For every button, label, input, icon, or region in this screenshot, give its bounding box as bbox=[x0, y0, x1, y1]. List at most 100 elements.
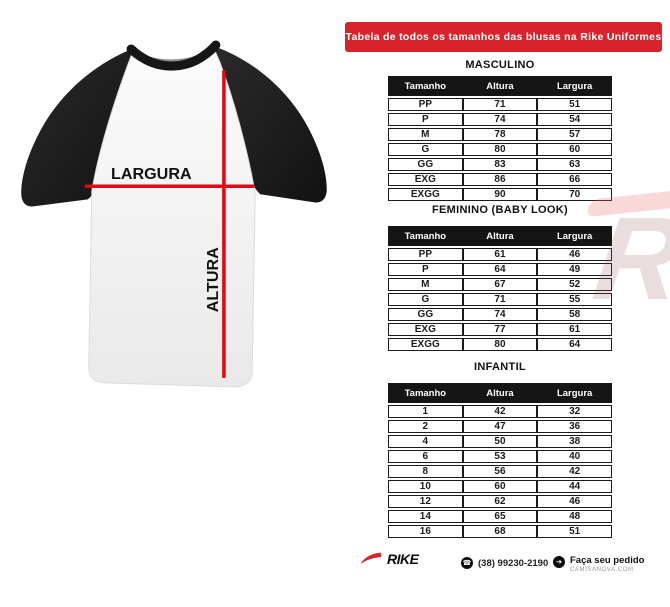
size-cell: 53 bbox=[462, 450, 538, 463]
rike-logo: RIKE bbox=[360, 551, 419, 567]
collar bbox=[126, 40, 221, 71]
size-cell: 80 bbox=[462, 338, 538, 351]
size-cell: 46 bbox=[537, 248, 612, 261]
table-title-masculino: MASCULINO bbox=[465, 59, 535, 71]
size-cell: G bbox=[388, 143, 463, 156]
size-cell: 52 bbox=[537, 278, 612, 291]
size-cell: 71 bbox=[462, 98, 538, 111]
size-cell: 60 bbox=[462, 480, 538, 493]
size-cell: GG bbox=[388, 158, 463, 171]
size-cell: 74 bbox=[462, 308, 538, 321]
header-row: Tamanho Altura Largura bbox=[388, 383, 612, 403]
size-cell: 46 bbox=[537, 495, 612, 508]
size-cell: EXGG bbox=[388, 188, 463, 201]
header-row: Tamanho Altura Largura bbox=[388, 226, 612, 246]
size-cell: 6 bbox=[388, 450, 463, 463]
header-row: Tamanho Altura Largura bbox=[388, 76, 612, 96]
size-cell: 68 bbox=[462, 525, 538, 538]
table-row: 1 42 32 bbox=[388, 405, 612, 418]
table-row: EXG 86 66 bbox=[388, 173, 612, 186]
column-header: Tamanho bbox=[388, 383, 463, 403]
table-row: EXGG 90 70 bbox=[388, 188, 612, 201]
size-cell: P bbox=[388, 113, 463, 126]
table-row: G 80 60 bbox=[388, 143, 612, 156]
size-cell: 32 bbox=[537, 405, 612, 418]
column-header: Altura bbox=[462, 226, 538, 246]
column-header: Altura bbox=[462, 383, 538, 403]
size-cell: 40 bbox=[537, 450, 612, 463]
size-cell: 47 bbox=[462, 420, 538, 433]
column-header: Largura bbox=[537, 76, 612, 96]
size-cell: 1 bbox=[388, 405, 463, 418]
size-table-infantil: Tamanho Altura Largura 1 42 32 2 47 36 4 50 38 6 53 4… bbox=[388, 381, 612, 540]
size-cell: M bbox=[388, 278, 463, 291]
size-cell: EXG bbox=[388, 173, 463, 186]
size-cell: 48 bbox=[537, 510, 612, 523]
size-cell: EXG bbox=[388, 323, 463, 336]
table-title-feminino: FEMININO (BABY LOOK) bbox=[432, 204, 568, 216]
size-cell: G bbox=[388, 293, 463, 306]
size-cell: PP bbox=[388, 98, 463, 111]
size-cell: 51 bbox=[537, 525, 612, 538]
size-cell: 71 bbox=[462, 293, 538, 306]
size-cell: PP bbox=[388, 248, 463, 261]
right-sleeve bbox=[212, 46, 327, 203]
left-sleeve bbox=[21, 48, 135, 207]
size-cell: 61 bbox=[537, 323, 612, 336]
table-row: 10 60 44 bbox=[388, 480, 612, 493]
table-row: 2 47 36 bbox=[388, 420, 612, 433]
size-cell: 57 bbox=[537, 128, 612, 141]
tshirt-diagram: LARGURA ALTURA bbox=[16, 40, 331, 398]
size-cell: 64 bbox=[462, 263, 538, 276]
size-cell: 60 bbox=[537, 143, 612, 156]
table-row: P 74 54 bbox=[388, 113, 612, 126]
table-row: PP 71 51 bbox=[388, 98, 612, 111]
table-row: 6 53 40 bbox=[388, 450, 612, 463]
table-row: 14 65 48 bbox=[388, 510, 612, 523]
size-cell: 62 bbox=[462, 495, 538, 508]
size-cell: 12 bbox=[388, 495, 463, 508]
table-row: EXGG 80 64 bbox=[388, 338, 612, 351]
table-title-infantil: INFANTIL bbox=[474, 361, 526, 373]
size-cell: 44 bbox=[537, 480, 612, 493]
size-cell: 77 bbox=[462, 323, 538, 336]
size-cell: 8 bbox=[388, 465, 463, 478]
logo-swoosh-icon bbox=[360, 552, 382, 565]
cta-label[interactable]: Faça seu pedido bbox=[570, 555, 645, 566]
size-cell: 67 bbox=[462, 278, 538, 291]
column-header: Largura bbox=[537, 226, 612, 246]
altura-label: ALTURA bbox=[204, 247, 222, 312]
table-row: 4 50 38 bbox=[388, 435, 612, 448]
table-row: P 64 49 bbox=[388, 263, 612, 276]
size-cell: 50 bbox=[462, 435, 538, 448]
table-row: GG 83 63 bbox=[388, 158, 612, 171]
order-cta[interactable]: ➔ Faça seu pedido CAMISANOVA.COM bbox=[553, 555, 644, 573]
size-cell: 66 bbox=[537, 173, 612, 186]
table-row: GG 74 58 bbox=[388, 308, 612, 321]
table-row: PP 61 46 bbox=[388, 248, 612, 261]
size-cell: 4 bbox=[388, 435, 463, 448]
table-row: 12 62 46 bbox=[388, 495, 612, 508]
size-cell: EXGG bbox=[388, 338, 463, 351]
table-row: G 71 55 bbox=[388, 293, 612, 306]
size-cell: 38 bbox=[537, 435, 612, 448]
title-banner: Tabela de todos os tamanhos das blusas n… bbox=[345, 22, 662, 52]
size-cell: 61 bbox=[462, 248, 538, 261]
size-cell: 54 bbox=[537, 113, 612, 126]
logo-text: RIKE bbox=[387, 551, 419, 567]
table-row: 8 56 42 bbox=[388, 465, 612, 478]
size-cell: 63 bbox=[537, 158, 612, 171]
size-table-feminino: Tamanho Altura Largura PP 61 46 P 64 49 M 67 52 G 71… bbox=[388, 224, 612, 353]
arrow-right-icon: ➔ bbox=[553, 556, 565, 568]
size-cell: 65 bbox=[462, 510, 538, 523]
size-cell: 70 bbox=[537, 188, 612, 201]
size-cell: 42 bbox=[462, 405, 538, 418]
size-cell: 36 bbox=[537, 420, 612, 433]
size-cell: 42 bbox=[537, 465, 612, 478]
tshirt-illustration: LARGURA ALTURA bbox=[21, 40, 327, 388]
size-table-masculino: Tamanho Altura Largura PP 71 51 P 74 54 M 78 57 G 80… bbox=[388, 74, 612, 203]
size-cell: 86 bbox=[462, 173, 538, 186]
table-row: EXG 77 61 bbox=[388, 323, 612, 336]
size-cell: 10 bbox=[388, 480, 463, 493]
